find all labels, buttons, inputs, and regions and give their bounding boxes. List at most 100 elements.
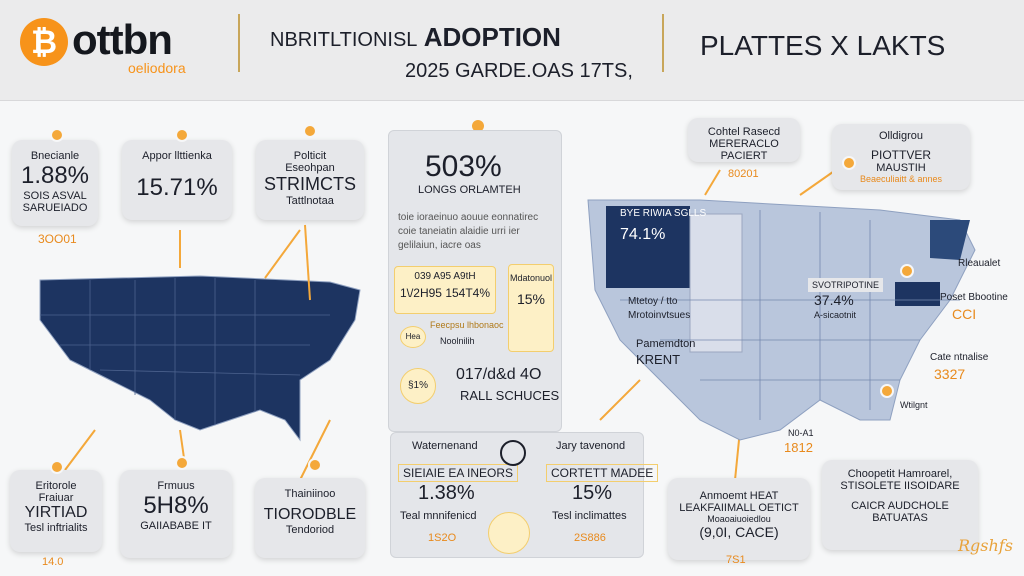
card-head: Anmoemt HEAT [699,490,779,502]
top-card-footer: 80201 [728,168,759,180]
card-label: Olldigrou [878,130,924,142]
mini-card: 039 A95 A9tH 1\/2H95 154T4% [394,266,496,314]
se-label: Cate ntnalise [930,352,989,363]
stat-line: Tesl inftrialits [24,522,88,534]
gulf-label: N0-A1 [788,428,814,438]
callout-sub: Noolnilih [440,336,475,346]
logo-wordmark: ottbn [72,16,173,63]
card-value: (9,0I, CACE) [699,524,779,540]
pin-icon [50,460,64,474]
stat-line: Fraiuar [38,492,74,504]
side-card-label: Mdatonuol [509,273,553,283]
stat-card-6: Thainiinoo TIORODBLE Tendoriod [255,478,365,558]
stat-card-2: Appor llttienka 15.71% [122,140,232,220]
stat-card-4: Eritorole Fraiuar YIRTIAD Tesl inftriali… [10,470,102,552]
center-para-line: toie ioraeinuo aouue eonnatirec [398,212,539,223]
pin-icon [880,384,894,398]
stat-line: GAIIABABE IT [140,520,212,532]
stat-line: Tendoriod [285,524,335,536]
card-sub: MAUSTIH [876,162,926,174]
us-map-state-lines [40,278,330,425]
title-main: ADOPTION [423,22,561,52]
region-value: 74.1% [620,226,666,243]
stat-line: Eseohpan [285,162,335,174]
stat-value: 1.88% [20,162,90,189]
stat-card-3: Polticit Eseohpan STRIMCTS Tattlnotaa [256,140,364,220]
right-head: Jary tavenond [556,440,626,452]
mini-card-value: 154T4% [445,286,491,300]
stat-line: Tattlnotaa [286,195,334,207]
callout-text: Feecpsu lhbonaoc [430,320,504,330]
header-divider [238,14,240,72]
title-lead: NBRITLTIONISL [270,29,418,51]
center-big-value: 503% [425,150,502,183]
stat-label: Frmuus [157,480,195,492]
logo-subtext: oeliodora [128,60,186,76]
region-label: BYE RIWIA SGLLS [620,208,707,219]
stat-value: STRIMCTS [264,174,356,194]
right-map-highlight [689,213,743,353]
stat-value: 5H8% [143,492,209,519]
stat-value: YIRTIAD [24,504,88,521]
top-card: Cohtel Rasecd MERERACLO PACIERT [688,118,800,162]
gulf-value: 1812 [784,440,813,455]
card-head: Choopetit [847,468,895,480]
region-label: SVOTRIPOTINE [808,278,884,292]
mini-card-label: 039 A95 A9tH [414,271,476,282]
target-icon [500,440,526,466]
region-label: Mtetoy / tto [628,296,678,307]
stat-value: 15.71% [136,174,218,201]
top-card-title: Cohtel Rasecd [707,126,781,138]
ne-label: Rleaualet [958,258,1001,269]
stat-label: RALL SCHUCES [460,388,560,403]
pin-icon [308,458,322,472]
stat-label: Thainiinoo [284,488,336,500]
right-title: CORTETT MADEE [546,464,659,482]
center-big-label: LONGS ORLAMTEH [418,184,521,196]
stat-label: Appor llttienka [142,150,212,162]
right-map-nw-region [606,206,690,288]
pin-icon [900,264,914,278]
card-sub: Moaoaiuoiedlou [707,514,771,524]
center-para-line: gelilaiun, iacre oas [398,240,481,251]
pin-icon [50,128,64,142]
callout-icon: Hea [400,326,426,348]
stat-value: TIORODBLE [263,506,357,523]
shield-icon [488,512,530,554]
left-footer: 1S2O [428,532,457,544]
right-map-ne-region [895,282,940,306]
header: ₿ ottbn oeliodora NBRITLTIONISL ADOPTION… [0,0,1024,101]
stat-label: Eritorole [35,480,77,492]
left-value: 1.38% [418,482,475,504]
region-value: KRENT [636,352,681,367]
stat-card-1: Bnecianle 1.88% SOIS ASVAL SARUEIADO [12,140,98,226]
card-title: LEAKFAIIMALL OETICT [679,502,799,514]
stat-line: SOIS ASVAL [23,190,87,202]
side-card: Mdatonuol 15% [508,264,554,352]
left-head: Waternenand [412,440,478,452]
stat-footer: 14.0 [42,556,64,568]
right-label: Tesl inclimattes [552,510,627,522]
circle-stat: §1% [400,368,436,404]
region-label: Pamemdton [636,338,696,350]
top-right-card: Olldigrou PIOTTVER MAUSTIH Beaeculiaitt … [832,124,970,190]
region-sub: Mrotoinvtsues [628,310,691,321]
left-label: Teal mnnifenicd [400,510,477,522]
stat-label: Polticit [293,150,327,162]
side-card-value: 15% [516,291,546,307]
stat-label: Bnecianle [30,150,80,162]
left-title: SIEIAIE EA INEORS [398,464,519,482]
se-value: 3327 [934,366,966,382]
us-map-shape [39,275,361,442]
right-title: PLATTES X LAKTS [700,30,946,61]
bitcoin-icon: ₿ [20,18,68,66]
card-title: STISOLETE [840,480,901,492]
card-footer: 7S1 [726,554,746,566]
south-label: Wtilgnt [900,400,928,410]
right-map-ne-region [930,220,970,260]
bottom-card-1: Anmoemt HEAT LEAKFAIIMALL OETICT Moaoaiu… [668,478,810,560]
bottom-card-2: Choopetit Hamroarel, STISOLETE IISOIDARE… [822,460,978,550]
region-sub: A-sicaotnit [814,310,857,320]
right-footer: 2S886 [574,532,606,544]
